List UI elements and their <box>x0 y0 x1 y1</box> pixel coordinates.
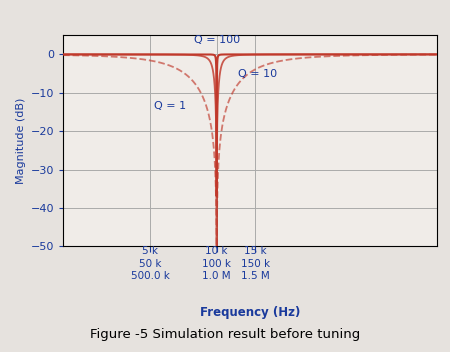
Text: Q = 1: Q = 1 <box>154 101 186 111</box>
Text: Frequency (Hz): Frequency (Hz) <box>199 306 300 319</box>
Text: 10 k
100 k
1.0 M: 10 k 100 k 1.0 M <box>202 246 231 281</box>
Text: Q = 100: Q = 100 <box>194 35 240 45</box>
Text: Figure -5 Simulation result before tuning: Figure -5 Simulation result before tunin… <box>90 328 360 341</box>
Text: 15 k
150 k
1.5 M: 15 k 150 k 1.5 M <box>241 246 270 281</box>
Text: 5 k
50 k
500.0 k: 5 k 50 k 500.0 k <box>131 246 170 281</box>
Y-axis label: Magnitude (dB): Magnitude (dB) <box>16 98 26 184</box>
Text: Q = 10: Q = 10 <box>238 69 277 79</box>
